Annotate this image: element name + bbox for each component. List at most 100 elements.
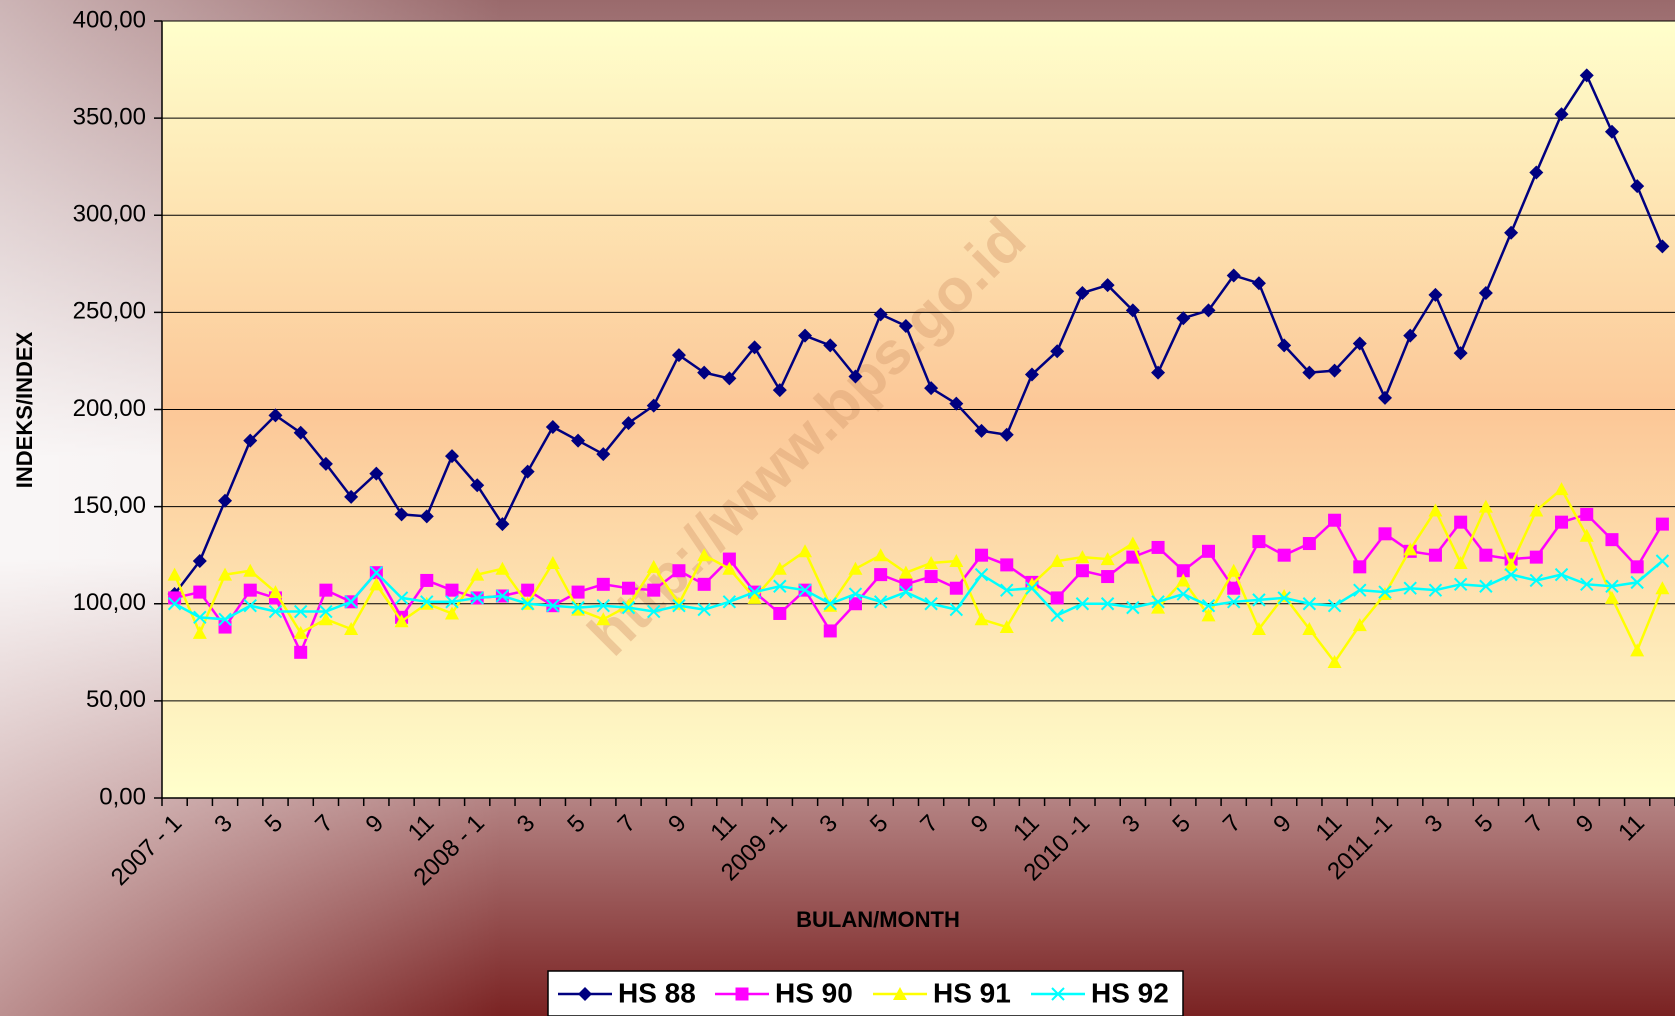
data-point <box>293 625 308 639</box>
data-point <box>1251 622 1266 636</box>
data-point <box>268 585 283 599</box>
data-point <box>848 561 863 575</box>
data-point <box>848 587 863 601</box>
data-point <box>596 447 611 462</box>
data-point <box>798 544 813 558</box>
data-point <box>243 563 258 577</box>
data-point <box>1580 577 1594 592</box>
data-point <box>949 581 963 595</box>
data-point <box>1454 515 1468 529</box>
data-point <box>647 583 661 597</box>
data-point <box>1529 503 1544 517</box>
data-point <box>622 581 636 595</box>
data-point <box>1478 285 1493 300</box>
data-point <box>571 585 585 599</box>
data-point <box>394 614 409 628</box>
data-point <box>722 371 737 386</box>
data-point <box>1201 598 1216 613</box>
data-point <box>1302 537 1316 551</box>
data-point <box>1126 600 1140 615</box>
legend-label: HS 88 <box>618 977 696 1008</box>
data-point <box>521 583 535 597</box>
data-point <box>344 622 359 636</box>
data-point <box>1428 287 1443 302</box>
data-point <box>193 610 207 625</box>
data-point <box>873 595 888 609</box>
data-point <box>444 449 459 464</box>
y-tick-label: 300,00 <box>73 201 146 228</box>
data-point <box>1403 581 1417 595</box>
data-point <box>192 554 207 569</box>
data-point <box>1075 285 1090 300</box>
legend-label: HS 90 <box>775 977 853 1008</box>
y-tick-label: 0,00 <box>99 783 146 810</box>
data-point <box>773 606 787 620</box>
data-point <box>1554 567 1569 582</box>
data-point <box>243 598 257 613</box>
data-point <box>369 565 384 580</box>
data-point <box>1579 528 1594 542</box>
data-point <box>1252 535 1266 549</box>
data-point <box>1176 311 1191 326</box>
data-point <box>1605 579 1619 593</box>
data-point <box>1352 336 1367 351</box>
data-point <box>218 493 233 508</box>
data-point <box>1151 365 1166 380</box>
data-point <box>1277 338 1292 353</box>
data-point <box>167 567 182 581</box>
data-point <box>1453 577 1468 592</box>
data-point <box>470 478 485 493</box>
data-point <box>1555 515 1569 529</box>
data-point <box>1277 591 1291 605</box>
data-point <box>1554 107 1569 122</box>
data-point <box>924 381 939 396</box>
data-point <box>1201 544 1215 558</box>
data-point <box>369 466 384 481</box>
legend-label: HS 91 <box>933 977 1011 1008</box>
data-point <box>193 585 207 599</box>
data-point <box>1227 581 1241 595</box>
data-point <box>419 509 434 524</box>
data-point <box>1252 593 1266 607</box>
data-point <box>1176 573 1191 587</box>
data-point <box>1403 542 1418 556</box>
data-point <box>1101 570 1115 584</box>
y-tick-label: 350,00 <box>73 103 146 130</box>
data-point <box>1655 239 1670 254</box>
data-point <box>924 597 938 611</box>
data-point <box>318 456 333 471</box>
data-point <box>394 591 409 605</box>
data-point <box>445 595 459 609</box>
data-point <box>671 348 686 363</box>
data-point <box>545 419 560 434</box>
data-point <box>218 612 232 626</box>
data-point <box>394 507 409 522</box>
data-point <box>596 612 611 626</box>
data-point <box>975 548 989 562</box>
data-point <box>470 591 484 605</box>
data-point <box>1580 507 1594 521</box>
data-point <box>420 573 434 587</box>
data-point <box>218 567 233 581</box>
data-point <box>873 548 888 562</box>
data-point <box>873 307 888 322</box>
y-tick-label: 400,00 <box>73 6 146 33</box>
data-point <box>672 598 686 613</box>
data-point <box>545 555 560 569</box>
data-point <box>823 597 837 611</box>
data-point <box>898 565 913 579</box>
data-point <box>823 624 837 638</box>
data-point <box>319 604 333 619</box>
data-point <box>874 568 888 582</box>
data-point <box>697 548 712 562</box>
data-point <box>1554 482 1569 496</box>
data-point <box>1529 165 1544 180</box>
data-point <box>520 597 535 611</box>
y-tick-label: 250,00 <box>73 298 146 325</box>
data-point <box>293 604 308 619</box>
data-point <box>1302 365 1317 380</box>
data-point <box>1277 548 1291 562</box>
data-point <box>1302 597 1317 611</box>
data-point <box>243 583 257 597</box>
data-point <box>1504 225 1519 240</box>
